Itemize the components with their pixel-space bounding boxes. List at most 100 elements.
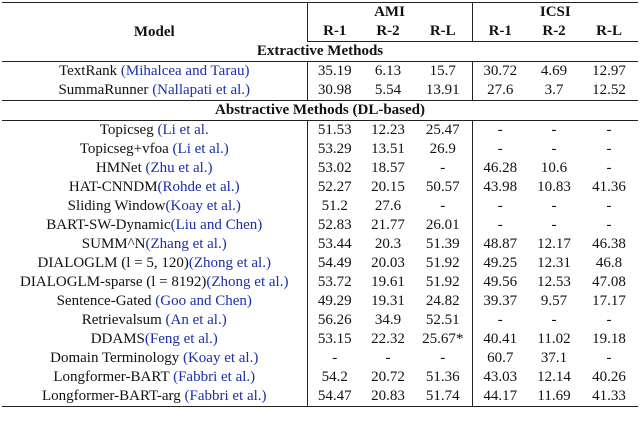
data-row: Domain Terminology (Koay et al.) - - -60.7 3… bbox=[2, 349, 638, 368]
model-name: Retrievalsum bbox=[81, 312, 166, 328]
score-cell: - bbox=[497, 141, 503, 157]
score-cell: 17.17 bbox=[592, 293, 626, 309]
score-cell: 13.91 bbox=[414, 81, 473, 101]
citation: (Koay et al.) bbox=[165, 198, 241, 214]
section-title: Extractive Methods bbox=[2, 41, 639, 62]
score-cell: 39.37 bbox=[483, 293, 518, 309]
score-cell: 53.44 bbox=[317, 236, 352, 252]
citation: (Feng et al.) bbox=[144, 331, 218, 347]
score-cell: 26.9 bbox=[414, 140, 473, 159]
score-cell: 51.53 bbox=[317, 122, 352, 138]
score-cell: 27.6 bbox=[374, 198, 402, 214]
citation: (Nallapati et al.) bbox=[152, 82, 251, 98]
score-cell: - bbox=[551, 198, 557, 214]
score-cell: - bbox=[414, 159, 473, 178]
table-body: Model AMI ICSI R-1 R-2 R-L R-1 R-2 R-L Extractive… bbox=[2, 2, 639, 407]
model-cell: SUMM^N(Zhang et al.) bbox=[2, 235, 308, 254]
data-row: Longformer-BART-arg (Fabbri et al.) 54.47… bbox=[2, 387, 639, 407]
data-row: Sliding Window(Koay et al.) 51.2 27.6- - - - bbox=[2, 197, 638, 216]
model-cell: DIALOGLM (l = 5, 120)(Zhong et al.) bbox=[2, 254, 308, 273]
score-cell: 49.56 bbox=[483, 274, 518, 290]
section-row: Abstractive Methods (DL-based) bbox=[2, 100, 639, 121]
score-cell: 18.57 bbox=[371, 160, 405, 176]
score-cell: 46.28 bbox=[483, 160, 518, 176]
citation: (Li et al. bbox=[157, 122, 209, 138]
score-cell: 52.51 bbox=[414, 311, 473, 330]
citation: (Rohde et al.) bbox=[157, 179, 240, 195]
score-cell: 40.41 bbox=[483, 331, 518, 347]
group-header: ICSI bbox=[472, 2, 639, 22]
citation: (Zhu et al.) bbox=[145, 160, 213, 176]
score-cell: 53.15 bbox=[317, 331, 352, 347]
score-cell: - bbox=[551, 312, 557, 328]
citation: (Liu and Chen) bbox=[170, 217, 263, 233]
data-row: BART-SW-Dynamic(Liu and Chen) 52.83 21.77 2… bbox=[2, 216, 638, 235]
score-cell: 35.19 bbox=[317, 63, 352, 79]
metric-header: R-L bbox=[580, 22, 639, 42]
score-cell: 19.31 bbox=[371, 293, 405, 309]
citation: (Mihalcea and Tarau) bbox=[120, 63, 250, 79]
score-cell: 54.47 bbox=[307, 387, 362, 407]
model-cell: DIALOGLM-sparse (l = 8192)(Zhong et al.) bbox=[2, 273, 308, 292]
model-name: DDAMS bbox=[90, 331, 145, 347]
score-cell: - bbox=[551, 217, 557, 233]
score-cell: - bbox=[606, 198, 612, 214]
score-cell: - bbox=[606, 217, 612, 233]
group-header: AMI bbox=[307, 2, 473, 22]
model-name: SUMM^N bbox=[81, 236, 146, 252]
score-cell: - bbox=[385, 350, 391, 366]
metric-header: R-2 bbox=[528, 22, 581, 42]
data-row: Topicseg+vfoa (Li et al.) 53.29 13.51 26.9 -… bbox=[2, 140, 638, 159]
data-row: Longformer-BART (Fabbri et al.) 54.2 20.72… bbox=[2, 368, 638, 387]
score-cell: 20.83 bbox=[362, 387, 414, 407]
score-cell: 53.29 bbox=[317, 141, 352, 157]
model-name: Domain Terminology bbox=[50, 350, 183, 366]
metric-header: R-1 bbox=[307, 22, 362, 42]
model-cell: TextRank (Mihalcea and Tarau) bbox=[2, 61, 308, 81]
model-name: Topicseg+vfoa bbox=[79, 141, 173, 157]
model-cell: Domain Terminology (Koay et al.) bbox=[2, 349, 308, 368]
score-cell: 20.03 bbox=[371, 255, 405, 271]
score-cell: - bbox=[551, 122, 557, 138]
score-cell: 20.15 bbox=[371, 179, 405, 195]
score-cell: 15.7 bbox=[414, 61, 473, 81]
model-cell: DDAMS(Feng et al.) bbox=[2, 330, 308, 349]
score-cell: 49.29 bbox=[317, 293, 352, 309]
score-cell: 41.33 bbox=[580, 387, 639, 407]
score-cell: 46.38 bbox=[592, 236, 626, 252]
score-cell: 30.98 bbox=[317, 82, 352, 98]
citation: (Li et al.) bbox=[172, 141, 229, 157]
model-cell: Longformer-BART-arg (Fabbri et al.) bbox=[2, 387, 308, 407]
score-cell: - bbox=[414, 349, 473, 368]
score-cell: - bbox=[606, 141, 612, 157]
score-cell: 56.26 bbox=[317, 312, 352, 328]
score-cell: 25.67* bbox=[414, 330, 473, 349]
citation: (Fabbri et al.) bbox=[184, 388, 267, 404]
model-name: Longformer-BART-arg bbox=[41, 388, 185, 404]
score-cell: 20.72 bbox=[371, 369, 405, 385]
model-name: BART-SW-Dynamic bbox=[46, 217, 171, 233]
data-row: HAT-CNNDM(Rohde et al.) 52.27 20.15 50.57 43… bbox=[2, 178, 638, 197]
data-row: HMNet (Zhu et al.) 53.02 18.57-46.28 10.6- bbox=[2, 159, 638, 178]
citation: (Zhong et al.) bbox=[188, 255, 271, 271]
score-cell: - bbox=[414, 197, 473, 216]
score-cell: - bbox=[606, 350, 612, 366]
model-cell: Retrievalsum (An et al.) bbox=[2, 311, 308, 330]
score-cell: 51.92 bbox=[414, 273, 473, 292]
metric-header: R-L bbox=[414, 22, 473, 42]
header-row: Model AMI ICSI bbox=[2, 2, 639, 42]
score-cell: 12.14 bbox=[537, 369, 571, 385]
score-cell: 25.47 bbox=[414, 120, 473, 140]
score-cell: 50.57 bbox=[414, 178, 473, 197]
citation: (Zhang et al.) bbox=[145, 236, 227, 252]
model-name: Sliding Window bbox=[67, 198, 166, 214]
score-cell: 41.36 bbox=[592, 179, 626, 195]
results-table: Model AMI ICSI R-1 R-2 R-L R-1 R-2 R-L Extractive… bbox=[2, 2, 639, 407]
score-cell: 3.7 bbox=[544, 82, 564, 98]
score-cell: 12.97 bbox=[592, 63, 626, 79]
model-cell: Topicseg (Li et al. bbox=[2, 120, 308, 140]
score-cell: 46.8 bbox=[595, 255, 623, 271]
model-cell: Longformer-BART (Fabbri et al.) bbox=[2, 368, 308, 387]
citation: (An et al.) bbox=[165, 312, 227, 328]
score-cell: 43.03 bbox=[483, 369, 518, 385]
